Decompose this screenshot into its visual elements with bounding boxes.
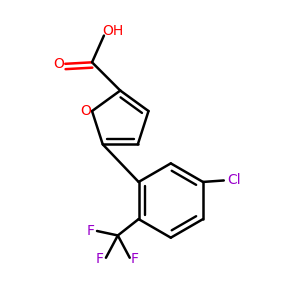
Text: F: F bbox=[131, 252, 139, 266]
Text: Cl: Cl bbox=[227, 173, 240, 188]
Text: OH: OH bbox=[102, 24, 124, 38]
Text: F: F bbox=[95, 252, 104, 266]
Text: F: F bbox=[86, 224, 94, 238]
Text: O: O bbox=[80, 104, 91, 118]
Text: O: O bbox=[53, 57, 64, 71]
